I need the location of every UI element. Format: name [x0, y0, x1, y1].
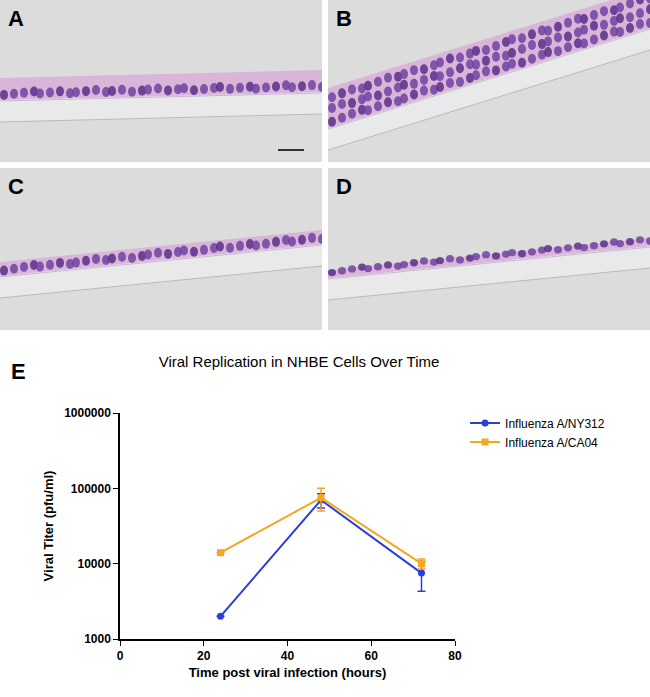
svg-text:10000: 10000 — [77, 557, 111, 571]
svg-text:Influenza A/CA04: Influenza A/CA04 — [505, 436, 598, 450]
html-text:D: D — [336, 174, 352, 199]
svg-text:40: 40 — [281, 649, 295, 663]
svg-text:Time post viral infection (hou: Time post viral infection (hours) — [189, 665, 387, 680]
svg-text:Influenza A/NY312: Influenza A/NY312 — [505, 417, 605, 431]
svg-text:Viral Titer (pfu/ml): Viral Titer (pfu/ml) — [41, 471, 56, 582]
svg-text:80: 80 — [448, 649, 462, 663]
svg-text:Viral Replication in NHBE Cell: Viral Replication in NHBE Cells Over Tim… — [159, 353, 440, 370]
svg-text:100000: 100000 — [71, 482, 111, 496]
svg-text:1000: 1000 — [84, 632, 111, 646]
html-text:B: B — [336, 6, 352, 31]
html-text:A: A — [8, 6, 24, 31]
svg-text:60: 60 — [365, 649, 379, 663]
svg-text:0: 0 — [117, 649, 124, 663]
svg-text:1000000: 1000000 — [64, 406, 111, 420]
html-text:C: C — [8, 174, 24, 199]
svg-text:E: E — [11, 359, 26, 384]
svg-text:20: 20 — [197, 649, 211, 663]
